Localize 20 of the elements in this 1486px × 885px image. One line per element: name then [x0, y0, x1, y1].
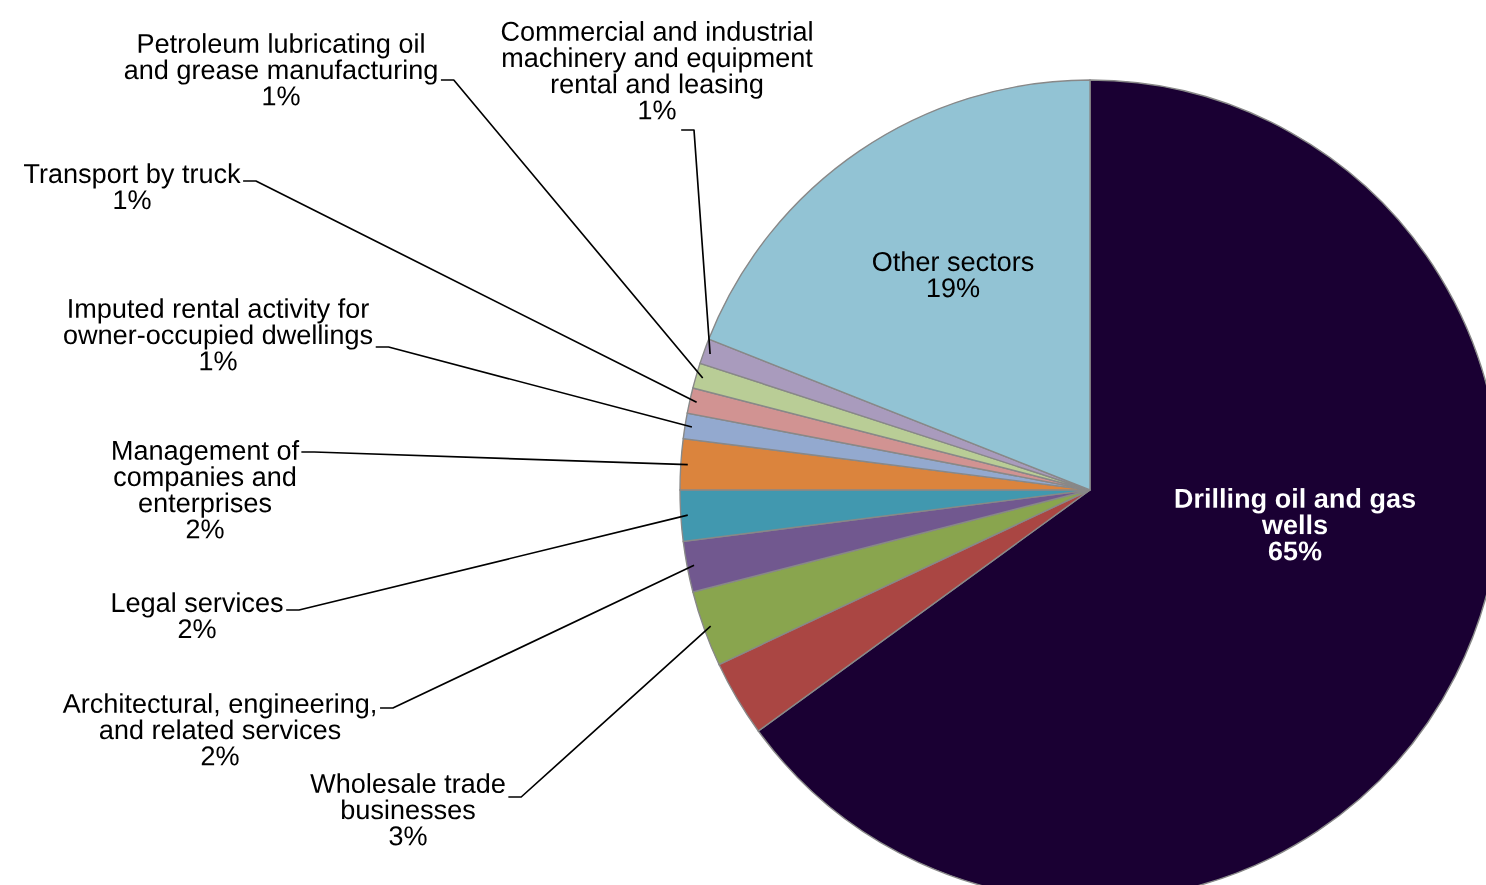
data-label: 3% [389, 826, 427, 846]
slice-label: Commercial and industrial machinery and equipment rental and leasing [501, 21, 813, 99]
data-label: 1% [114, 190, 151, 210]
data-label: 19% [927, 278, 980, 298]
slice-label: Legal services [112, 592, 283, 618]
slice-label: Wholesale trade businesses [310, 773, 505, 820]
data-label: 2% [178, 619, 216, 639]
slice-label: Other sectors [873, 251, 1034, 272]
slice-label: Imputed rental activity for owner-occupied dwellings [64, 298, 373, 350]
data-label: 1% [200, 351, 237, 371]
slice-label: Architectural, engineering, and related services [62, 693, 375, 740]
data-label: 1% [639, 100, 676, 120]
data-label: 1% [263, 86, 300, 106]
data-label: 2% [186, 519, 224, 539]
data-label: 2% [201, 746, 239, 766]
slice-label: Petroleum lubricating oil and grease manufacturing [124, 33, 437, 85]
slice-label: Transport by truck [24, 163, 241, 189]
slice-label: Drilling oil and gas wells [1175, 488, 1416, 535]
slice-label: Management of companies and enterprises [113, 440, 300, 518]
data-label: 65% [1268, 541, 1322, 561]
